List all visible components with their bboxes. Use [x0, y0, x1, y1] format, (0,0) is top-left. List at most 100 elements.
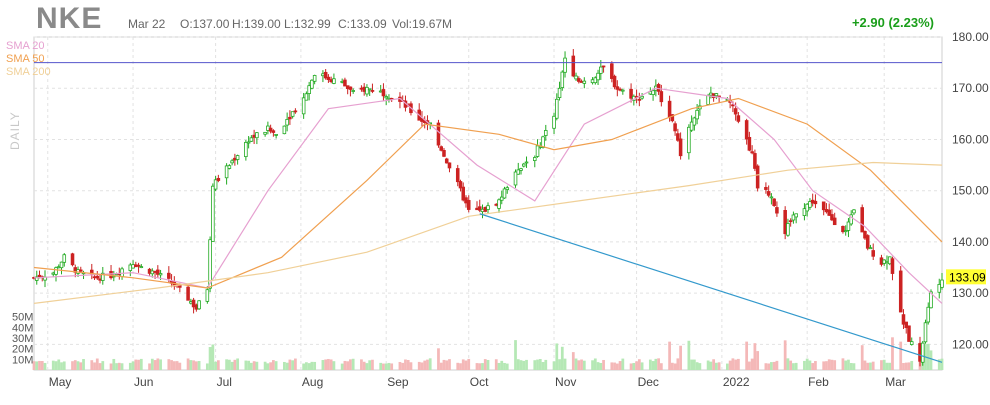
- candle-body: [285, 119, 289, 126]
- volume-bar: [189, 360, 193, 370]
- volume-bar: [194, 361, 198, 370]
- volume-bar: [574, 358, 578, 370]
- volume-bar: [139, 358, 143, 370]
- candle-body: [670, 114, 675, 122]
- volume-bar: [236, 358, 239, 370]
- candle-body: [590, 79, 595, 84]
- volume-bar: [313, 361, 317, 370]
- candle-body: [830, 214, 834, 221]
- candle-body: [519, 168, 523, 171]
- candle-body: [882, 259, 886, 264]
- candle-body: [544, 130, 548, 136]
- candle-body: [249, 137, 254, 142]
- volume-bar: [871, 361, 875, 370]
- volume-bar: [764, 363, 768, 370]
- candle-body: [505, 187, 510, 190]
- volume-bar: [794, 362, 798, 370]
- volume-bar: [324, 359, 328, 370]
- x-tick-label: Oct: [470, 375, 489, 389]
- candle-body: [849, 214, 853, 225]
- candle-body: [458, 181, 463, 189]
- volume-bar: [156, 358, 160, 370]
- candle-body: [579, 81, 584, 83]
- volume-bar: [789, 360, 793, 370]
- volume-bars: [32, 337, 944, 370]
- volume-bar: [263, 361, 267, 370]
- volume-bar: [929, 350, 933, 370]
- volume-bar: [101, 361, 105, 370]
- volume-bar: [748, 361, 751, 370]
- volume-bar: [888, 362, 892, 370]
- volume-bar: [82, 359, 85, 370]
- candle-body: [455, 168, 460, 183]
- volume-bar: [615, 363, 619, 370]
- candle-body: [907, 325, 911, 342]
- volume-bar: [563, 358, 567, 370]
- volume-bar: [321, 360, 325, 370]
- volume-bar: [379, 362, 383, 370]
- volume-bar: [186, 358, 190, 370]
- volume-bar: [214, 361, 217, 370]
- volume-bar: [715, 362, 718, 370]
- candle-body: [736, 115, 741, 122]
- volume-bar: [109, 363, 113, 370]
- volume-bar: [307, 363, 311, 370]
- volume-bar: [648, 359, 652, 370]
- last-price-badge: [946, 269, 986, 285]
- volume-bar: [767, 363, 771, 370]
- candle-body: [629, 88, 633, 99]
- candle-body: [841, 225, 845, 233]
- volume-bar: [657, 358, 660, 370]
- candle-body: [321, 73, 325, 77]
- candle-body: [150, 270, 155, 275]
- candle-body: [290, 111, 295, 117]
- volume-bar: [593, 358, 597, 370]
- volume-bar: [167, 359, 171, 370]
- candle-body: [255, 132, 259, 139]
- volume-bar: [673, 363, 677, 370]
- volume-bar: [406, 360, 410, 370]
- legend-sma50: SMA 50: [6, 53, 45, 65]
- volume-bar: [536, 359, 539, 370]
- candle-body: [464, 197, 468, 204]
- volume-bar: [73, 360, 77, 370]
- volume-bar: [786, 358, 790, 370]
- candle-body: [769, 196, 774, 199]
- volume-bar: [552, 361, 556, 370]
- candle-body: [191, 299, 196, 308]
- volume-bar: [792, 363, 795, 370]
- volume-bar: [247, 360, 250, 370]
- candle-body: [890, 258, 895, 274]
- candle-body: [577, 78, 581, 82]
- volume-bar: [148, 363, 151, 370]
- candle-body: [131, 264, 135, 269]
- volume-bar: [728, 360, 732, 370]
- high-value: H:139.00: [232, 17, 281, 31]
- candle-body: [120, 268, 124, 277]
- volume-bar: [937, 359, 941, 370]
- volume-bar: [907, 362, 911, 370]
- volume-bar: [668, 341, 671, 370]
- volume-bar: [368, 360, 372, 370]
- candle-body: [477, 206, 482, 211]
- candle-body: [439, 146, 443, 151]
- volume-bar: [266, 363, 270, 370]
- candle-body: [139, 266, 144, 269]
- volume-bar: [687, 340, 691, 370]
- candle-body: [95, 275, 100, 279]
- candle-body: [246, 141, 251, 144]
- volume-bar: [734, 359, 738, 370]
- volume-bar: [404, 359, 407, 370]
- volume-bar: [332, 361, 336, 370]
- volume-bar: [197, 361, 201, 370]
- candle-body: [871, 250, 875, 257]
- volume-bar: [560, 346, 564, 370]
- candle-body: [167, 272, 171, 279]
- volume-bar: [822, 361, 826, 370]
- volume-bar: [709, 361, 713, 370]
- volume-bar: [255, 361, 259, 370]
- volume-bar: [602, 359, 605, 370]
- volume-bar: [437, 348, 440, 370]
- volume-bar: [159, 359, 162, 370]
